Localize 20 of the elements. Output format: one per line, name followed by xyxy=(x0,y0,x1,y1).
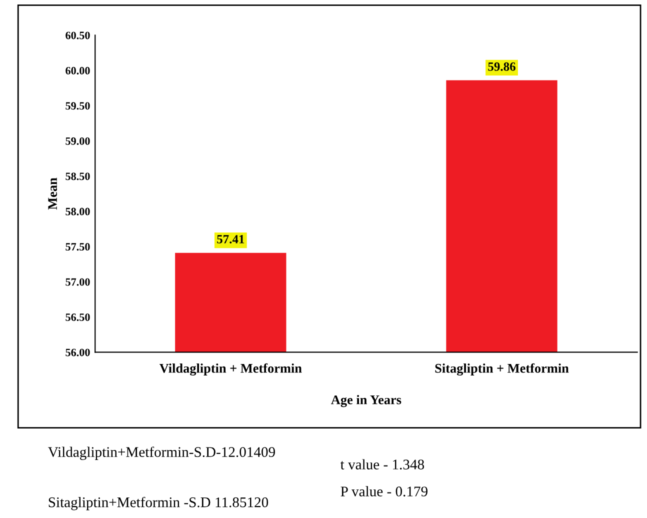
y-tick-label: 56.00 xyxy=(66,348,90,356)
y-tick-label: 57.00 xyxy=(66,278,90,286)
y-tick-label: 59.00 xyxy=(66,137,90,145)
y-tick-label: 56.50 xyxy=(66,313,90,322)
y-tick-label: 59.50 xyxy=(66,102,90,110)
y-axis-title: Mean xyxy=(48,178,58,210)
text: P value - 0.179 xyxy=(340,486,428,496)
text: Sitagliptin+Metformin -S.D 11.85120 xyxy=(48,496,268,510)
y-tick-label: 58.50 xyxy=(66,172,90,180)
y-tick-label: 60.00 xyxy=(66,66,90,74)
x-tick-label: Sitagliptin + Metformin xyxy=(435,363,569,376)
y-tick-label: 57.50 xyxy=(66,243,90,251)
text: Vildagliptin+Metformin-S.D-12.01409 xyxy=(48,446,275,460)
x-axis-title: Age in Years xyxy=(331,395,402,408)
data-label: 57.41 xyxy=(217,235,244,244)
x-tick-label: Vildagliptin + Metformin xyxy=(159,363,302,376)
y-tick-label: 58.00 xyxy=(66,208,90,216)
text: t value - 1.348 xyxy=(340,459,424,470)
data-label: 59.86 xyxy=(488,62,516,71)
y-tick-label: 60.50 xyxy=(66,32,90,40)
